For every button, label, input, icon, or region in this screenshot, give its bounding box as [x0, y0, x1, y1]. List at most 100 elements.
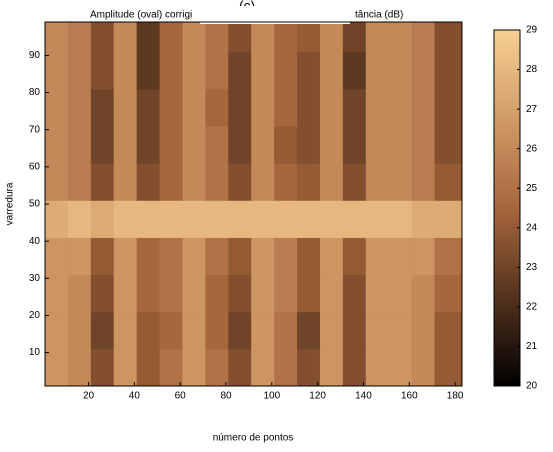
y-tick-label: 60 — [29, 161, 41, 172]
heat-cell — [342, 51, 367, 90]
heat-cell — [411, 348, 436, 387]
heat-cell — [159, 22, 183, 53]
heat-cell — [365, 348, 390, 387]
x-tick-label: 180 — [447, 391, 464, 402]
heat-cell — [365, 311, 390, 350]
heat-cell — [113, 311, 138, 350]
heat-cell — [159, 200, 183, 238]
x-tick-label: 160 — [401, 391, 418, 402]
heat-cell — [45, 88, 69, 127]
heat-cell — [411, 22, 436, 53]
heat-cell — [45, 348, 69, 387]
colorbar-tick-label: 28 — [526, 64, 538, 75]
y-tick-label: 70 — [29, 124, 41, 135]
heat-cell — [90, 311, 115, 350]
x-tick-label: 100 — [263, 391, 280, 402]
y-tick-label: 40 — [29, 236, 41, 247]
heat-cell — [319, 163, 344, 201]
heat-cell — [319, 200, 344, 238]
heat-cell — [205, 22, 229, 53]
heat-cell — [297, 200, 321, 238]
heat-cell — [67, 126, 92, 164]
heat-cell — [113, 200, 138, 238]
heat-cell — [251, 88, 275, 127]
heat-cell — [297, 163, 321, 201]
heat-cell — [297, 126, 321, 164]
heat-cell — [90, 237, 115, 276]
heat-cell — [113, 126, 138, 164]
heat-cell — [251, 237, 275, 276]
heat-cell — [411, 274, 436, 313]
heat-cell — [45, 200, 69, 238]
heat-cell — [205, 348, 229, 387]
heat-cell — [228, 22, 252, 53]
heat-cell — [388, 51, 413, 90]
heat-cell — [434, 200, 463, 238]
heat-cell — [205, 200, 229, 238]
heat-cell — [388, 200, 413, 238]
heat-cell — [205, 237, 229, 276]
heat-cell — [274, 163, 298, 201]
heat-cell — [251, 311, 275, 350]
heat-cell — [45, 22, 69, 53]
heat-cell — [67, 311, 92, 350]
heat-cell — [251, 126, 275, 164]
y-tick-label: 20 — [29, 310, 41, 321]
heat-cell — [251, 348, 275, 387]
chart-title: Amplitude (oval) corrigi — [90, 10, 192, 21]
heat-cell — [90, 51, 115, 90]
heat-cell — [159, 51, 183, 90]
heat-cell — [297, 237, 321, 276]
heat-cell — [319, 274, 344, 313]
heat-cell — [205, 51, 229, 90]
heat-cell — [434, 348, 463, 387]
heat-cell — [182, 274, 206, 313]
heat-cell — [45, 311, 69, 350]
heat-cell — [411, 237, 436, 276]
heat-cell — [182, 88, 206, 127]
heat-cell — [319, 88, 344, 127]
heat-cell — [274, 126, 298, 164]
heat-cell — [90, 22, 115, 53]
heat-cell — [434, 311, 463, 350]
heat-cell — [113, 88, 138, 127]
heat-cell — [434, 126, 463, 164]
heat-cell — [342, 311, 367, 350]
heat-cell — [411, 126, 436, 164]
heat-cell — [113, 348, 138, 387]
heat-cell — [342, 237, 367, 276]
heat-cell — [274, 348, 298, 387]
heat-cell — [67, 163, 92, 201]
heat-cell — [434, 51, 463, 90]
heat-cell — [45, 237, 69, 276]
heat-cell — [228, 88, 252, 127]
heat-cell — [228, 311, 252, 350]
y-tick-label: 10 — [29, 347, 41, 358]
heat-cell — [205, 126, 229, 164]
heat-cell — [274, 51, 298, 90]
heat-cell — [319, 22, 344, 53]
heat-cell — [388, 22, 413, 53]
heat-cell — [136, 126, 161, 164]
heat-cell — [297, 22, 321, 53]
x-tick-label: 60 — [175, 391, 187, 402]
colorbar-tick-label: 24 — [526, 222, 538, 233]
heat-cell — [274, 22, 298, 53]
heat-cell — [365, 163, 390, 201]
heat-cell — [90, 200, 115, 238]
heat-cell — [136, 200, 161, 238]
occluder — [200, 6, 350, 24]
heat-cell — [411, 163, 436, 201]
x-tick-label: 40 — [129, 391, 141, 402]
heat-cell — [319, 237, 344, 276]
heat-cell — [319, 348, 344, 387]
x-axis-label: número de pontos — [213, 433, 294, 444]
heat-cell — [365, 237, 390, 276]
heat-cell — [388, 311, 413, 350]
heat-cell — [388, 88, 413, 127]
colorbar-tick-label: 25 — [526, 183, 538, 194]
heat-cell — [319, 311, 344, 350]
heat-cell — [90, 88, 115, 127]
heat-cell — [228, 274, 252, 313]
heat-cell — [182, 237, 206, 276]
